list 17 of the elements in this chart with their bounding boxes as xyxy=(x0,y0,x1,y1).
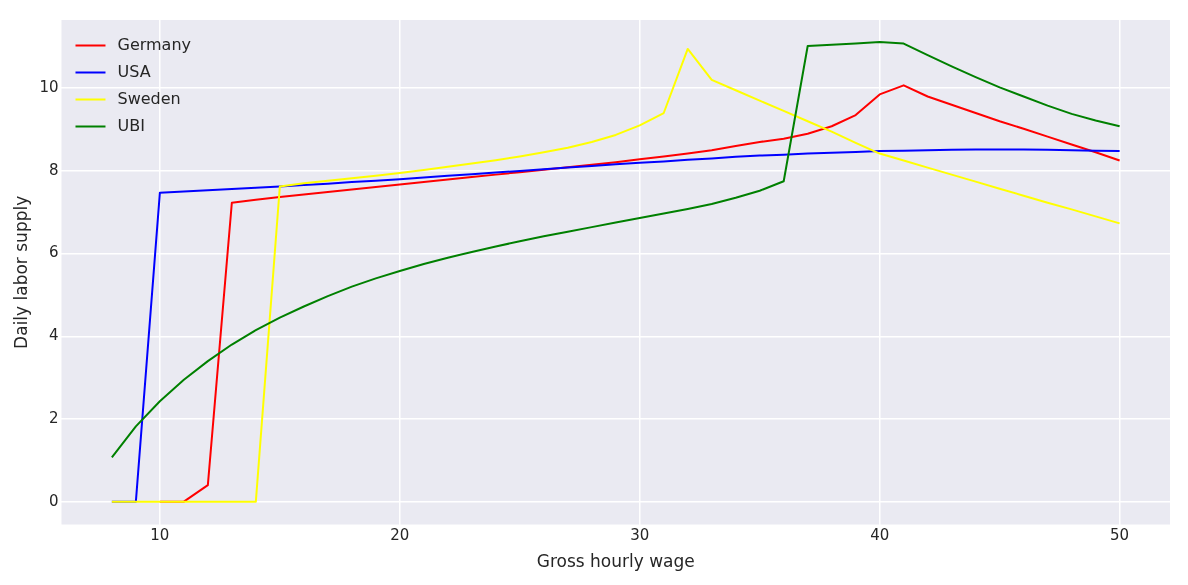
x-tick-label: 40 xyxy=(870,526,890,545)
legend-label: USA xyxy=(117,61,151,81)
legend-label: Sweden xyxy=(117,88,181,108)
x-tick-label: 20 xyxy=(390,526,410,545)
y-tick-label: 2 xyxy=(48,408,59,427)
y-tick-label: 10 xyxy=(39,78,59,97)
legend-label: UBI xyxy=(117,115,145,135)
x-tick-label: 10 xyxy=(150,526,170,545)
legend-label: Germany xyxy=(117,34,192,54)
x-tick-label: 50 xyxy=(1110,526,1130,545)
y-tick-label: 4 xyxy=(48,326,59,345)
y-tick-label: 6 xyxy=(48,243,59,262)
y-axis-title: Daily labor supply xyxy=(10,195,31,349)
y-tick-label: 0 xyxy=(48,491,59,510)
x-axis-title: Gross hourly wage xyxy=(536,551,695,572)
x-tick-label: 30 xyxy=(630,526,650,545)
y-tick-label: 8 xyxy=(48,160,59,179)
